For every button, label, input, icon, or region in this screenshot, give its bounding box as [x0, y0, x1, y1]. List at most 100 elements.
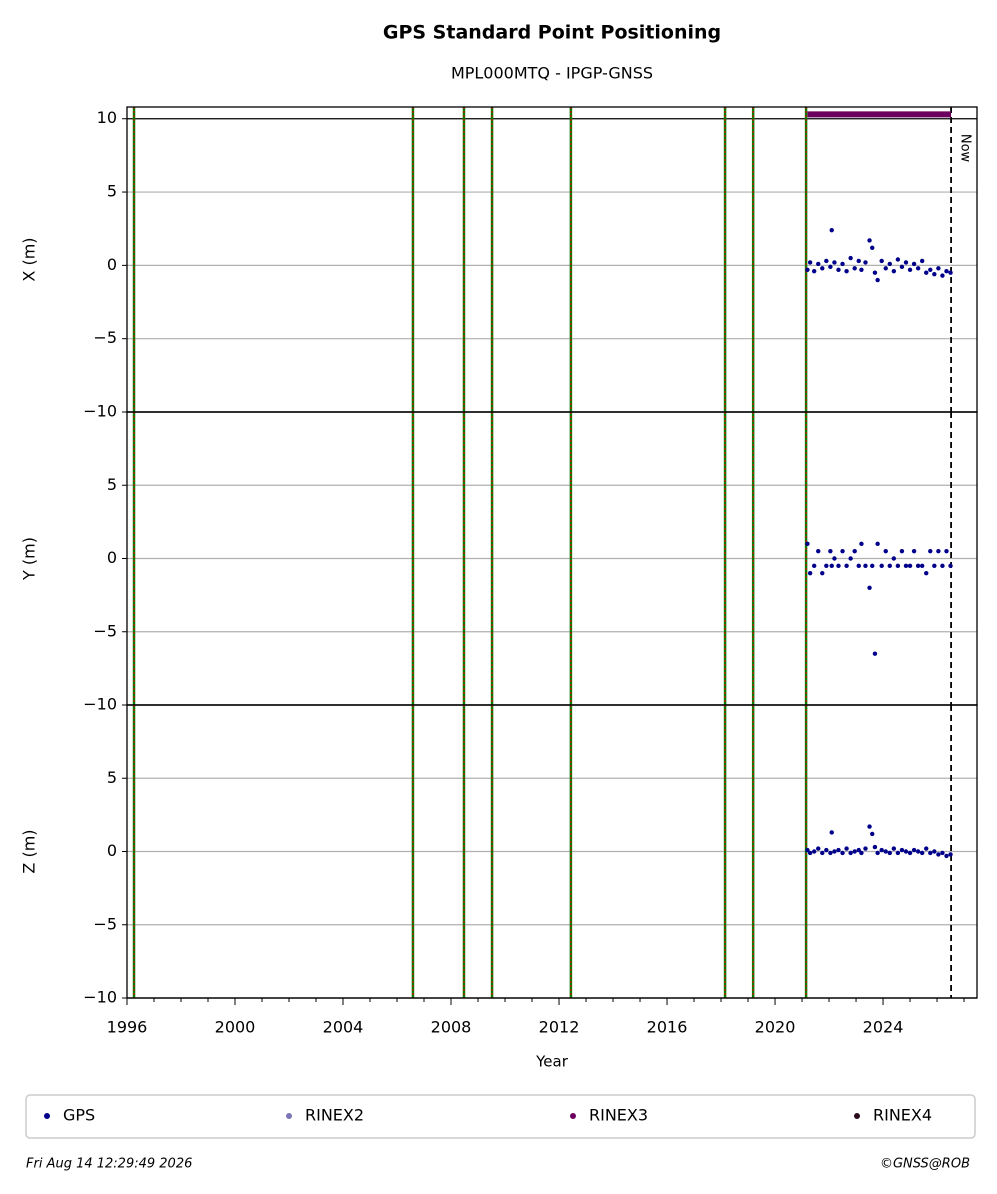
gps-point	[829, 227, 834, 233]
gps-point	[948, 852, 953, 857]
gps-point	[836, 267, 841, 272]
gps-point	[811, 563, 817, 569]
gps-point	[870, 245, 875, 250]
gps-point	[940, 273, 945, 278]
legend-marker	[570, 1113, 576, 1119]
y-tick-label: −5	[93, 328, 117, 347]
gps-point	[816, 846, 821, 851]
gps-point	[852, 548, 857, 554]
gps-point	[863, 563, 868, 569]
gps-point	[887, 261, 892, 267]
gps-point	[895, 257, 901, 262]
gps-point	[875, 850, 880, 856]
legend-label: RINEX3	[589, 1106, 648, 1125]
y-axis-label: Y (m)	[20, 537, 39, 581]
gps-point	[891, 846, 897, 851]
gps-point	[867, 238, 872, 243]
gps-point	[883, 849, 888, 854]
gps-point	[811, 849, 817, 854]
legend-marker	[44, 1113, 50, 1119]
gps-point	[911, 847, 917, 853]
gps-point	[807, 570, 813, 576]
gps-point	[844, 563, 849, 569]
gps-point	[836, 563, 841, 569]
gps-point	[944, 269, 949, 274]
now-label: Now	[958, 134, 973, 163]
y-tick-label: −5	[93, 621, 117, 640]
x-tick-label: 2020	[755, 1018, 796, 1037]
gps-point	[859, 850, 864, 856]
gps-point	[887, 850, 892, 856]
gps-point	[936, 266, 941, 271]
y-tick-label: 0	[107, 548, 117, 567]
legend-label: GPS	[63, 1106, 95, 1125]
gps-point	[883, 548, 888, 554]
gps-point	[907, 563, 913, 569]
gps-point	[856, 847, 861, 853]
x-tick-label: 1996	[107, 1018, 148, 1037]
gps-point	[829, 563, 834, 569]
gps-point	[928, 850, 933, 856]
gps-point	[936, 852, 941, 857]
gps-point	[924, 846, 929, 851]
gps-point	[840, 548, 845, 554]
gps-point	[852, 849, 857, 854]
gps-point	[895, 850, 901, 856]
x-tick-label: 2008	[431, 1018, 472, 1037]
gps-point	[816, 548, 821, 554]
gps-point	[870, 563, 875, 569]
gps-point	[859, 267, 864, 272]
legend-label: RINEX2	[305, 1106, 364, 1125]
gps-point	[832, 556, 837, 561]
gps-point	[887, 563, 892, 569]
y-tick-label: −10	[83, 695, 117, 714]
gps-point	[870, 831, 875, 837]
gps-point	[856, 258, 861, 264]
x-tick-label: 2024	[863, 1018, 904, 1037]
gps-point	[872, 270, 878, 275]
gps-point	[872, 844, 878, 850]
gps-point	[919, 850, 925, 856]
gps-point	[859, 541, 864, 547]
chart-subtitle: MPL000MTQ - IPGP-GNSS	[451, 64, 653, 83]
y-tick-label: −5	[93, 914, 117, 933]
gps-point	[903, 260, 909, 265]
gps-point	[816, 261, 821, 267]
gps-point	[840, 850, 845, 856]
gps-point	[944, 548, 949, 554]
y-axis-label: X (m)	[20, 237, 39, 281]
legend-box	[25, 1094, 976, 1139]
gps-point	[903, 849, 909, 854]
gps-point	[836, 847, 841, 853]
gps-point	[807, 260, 813, 265]
legend-marker	[854, 1113, 860, 1119]
gps-point	[872, 651, 878, 656]
x-tick-label: 2000	[215, 1018, 256, 1037]
y-tick-label: 10	[97, 108, 117, 127]
gps-point	[820, 850, 825, 856]
gps-point	[891, 556, 897, 561]
gps-point	[932, 271, 937, 277]
gps-point	[928, 267, 933, 272]
gps-point	[820, 266, 825, 271]
x-tick-label: 2012	[539, 1018, 580, 1037]
gps-point	[829, 830, 834, 835]
y-axis-label: Z (m)	[20, 829, 39, 873]
gps-point	[805, 847, 810, 853]
gps-point	[863, 260, 868, 265]
y-tick-label: 5	[107, 182, 117, 201]
gps-point	[844, 846, 849, 851]
gps-point	[924, 570, 929, 576]
gps-point	[932, 563, 937, 569]
gps-point	[940, 850, 945, 856]
gps-point	[948, 270, 953, 275]
gps-point	[915, 849, 921, 854]
gps-point	[844, 269, 849, 274]
gps-point	[848, 850, 853, 856]
credit: ©GNSS@ROB	[880, 1157, 970, 1172]
y-tick-label: 0	[107, 255, 117, 274]
gps-point	[820, 570, 825, 576]
gps-point	[879, 258, 884, 264]
gps-point	[875, 541, 880, 547]
legend-label: RINEX4	[873, 1106, 932, 1125]
